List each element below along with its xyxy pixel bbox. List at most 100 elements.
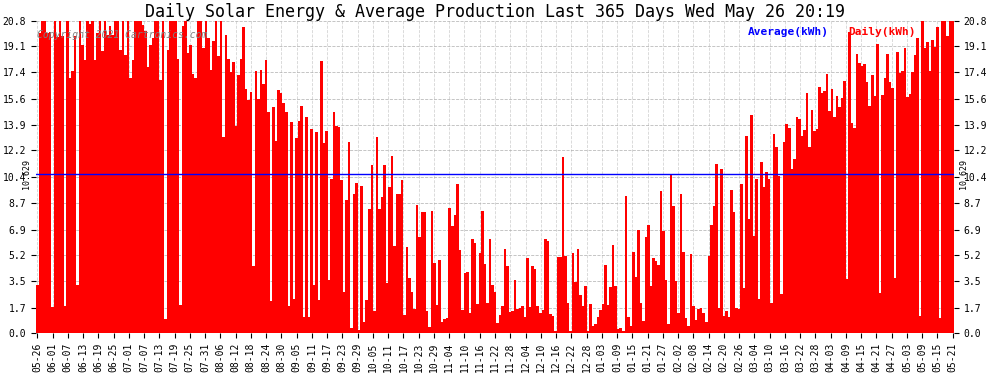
Bar — [177, 59, 179, 333]
Bar — [66, 21, 68, 333]
Bar — [499, 315, 501, 333]
Bar — [736, 308, 738, 333]
Bar — [129, 78, 132, 333]
Bar — [871, 75, 873, 333]
Bar — [114, 21, 117, 333]
Bar — [355, 183, 358, 333]
Bar — [725, 310, 728, 333]
Bar — [657, 266, 659, 333]
Bar — [338, 127, 341, 333]
Bar — [632, 252, 635, 333]
Bar — [202, 48, 205, 333]
Bar — [564, 256, 566, 333]
Bar — [605, 265, 607, 333]
Bar — [589, 304, 592, 333]
Bar — [808, 147, 811, 333]
Bar — [501, 306, 504, 333]
Bar — [647, 225, 649, 333]
Bar — [336, 126, 338, 333]
Bar — [861, 66, 863, 333]
Bar — [610, 287, 612, 333]
Bar — [824, 92, 826, 333]
Bar — [506, 266, 509, 333]
Bar — [318, 300, 320, 333]
Bar — [308, 317, 310, 333]
Bar — [620, 328, 622, 333]
Bar — [333, 112, 336, 333]
Bar — [821, 93, 824, 333]
Bar — [233, 62, 235, 333]
Text: 10.629: 10.629 — [958, 159, 967, 189]
Bar — [532, 266, 534, 333]
Bar — [579, 295, 582, 333]
Bar — [368, 209, 370, 333]
Bar — [207, 38, 210, 333]
Bar — [659, 191, 662, 333]
Bar — [622, 331, 625, 333]
Bar — [446, 318, 448, 333]
Bar — [818, 87, 821, 333]
Bar — [240, 59, 243, 333]
Text: Copyright 2021 Cartronics.com: Copyright 2021 Cartronics.com — [37, 30, 207, 40]
Bar — [117, 21, 119, 333]
Bar — [886, 54, 889, 333]
Bar — [773, 134, 775, 333]
Bar — [896, 53, 899, 333]
Bar — [245, 89, 248, 333]
Bar — [667, 324, 670, 333]
Bar — [682, 252, 685, 333]
Bar — [94, 60, 96, 333]
Bar — [257, 99, 259, 333]
Bar — [254, 71, 257, 333]
Bar — [654, 261, 657, 333]
Bar — [554, 332, 556, 333]
Bar — [775, 147, 778, 333]
Bar — [290, 122, 292, 333]
Bar — [848, 32, 850, 333]
Bar — [81, 45, 84, 333]
Bar — [227, 59, 230, 333]
Bar — [154, 21, 156, 333]
Bar — [174, 21, 177, 333]
Bar — [331, 180, 333, 333]
Bar — [715, 164, 718, 333]
Bar — [946, 36, 949, 333]
Bar — [806, 93, 808, 333]
Bar — [169, 21, 172, 333]
Bar — [58, 21, 61, 333]
Bar — [481, 211, 484, 333]
Bar — [514, 280, 517, 333]
Bar — [843, 81, 845, 333]
Bar — [436, 305, 439, 333]
Bar — [723, 316, 725, 333]
Text: Daily(kWh): Daily(kWh) — [848, 27, 916, 37]
Bar — [101, 51, 104, 333]
Bar — [951, 21, 954, 333]
Bar — [664, 279, 667, 333]
Bar — [866, 81, 868, 333]
Bar — [53, 21, 56, 333]
Bar — [473, 243, 476, 333]
Bar — [44, 21, 47, 333]
Bar — [617, 329, 620, 333]
Bar — [365, 300, 368, 333]
Bar — [56, 37, 58, 333]
Bar — [466, 272, 468, 333]
Bar — [922, 21, 924, 333]
Bar — [431, 211, 434, 333]
Bar — [461, 310, 463, 333]
Bar — [127, 21, 129, 333]
Bar — [801, 136, 803, 333]
Bar — [899, 74, 901, 333]
Bar — [248, 100, 249, 333]
Bar — [524, 317, 527, 333]
Bar — [856, 54, 858, 333]
Bar — [49, 32, 51, 333]
Bar — [388, 187, 391, 333]
Bar — [300, 106, 303, 333]
Bar — [112, 35, 114, 333]
Bar — [265, 60, 267, 333]
Bar — [939, 318, 941, 333]
Bar — [752, 236, 755, 333]
Bar — [439, 260, 441, 333]
